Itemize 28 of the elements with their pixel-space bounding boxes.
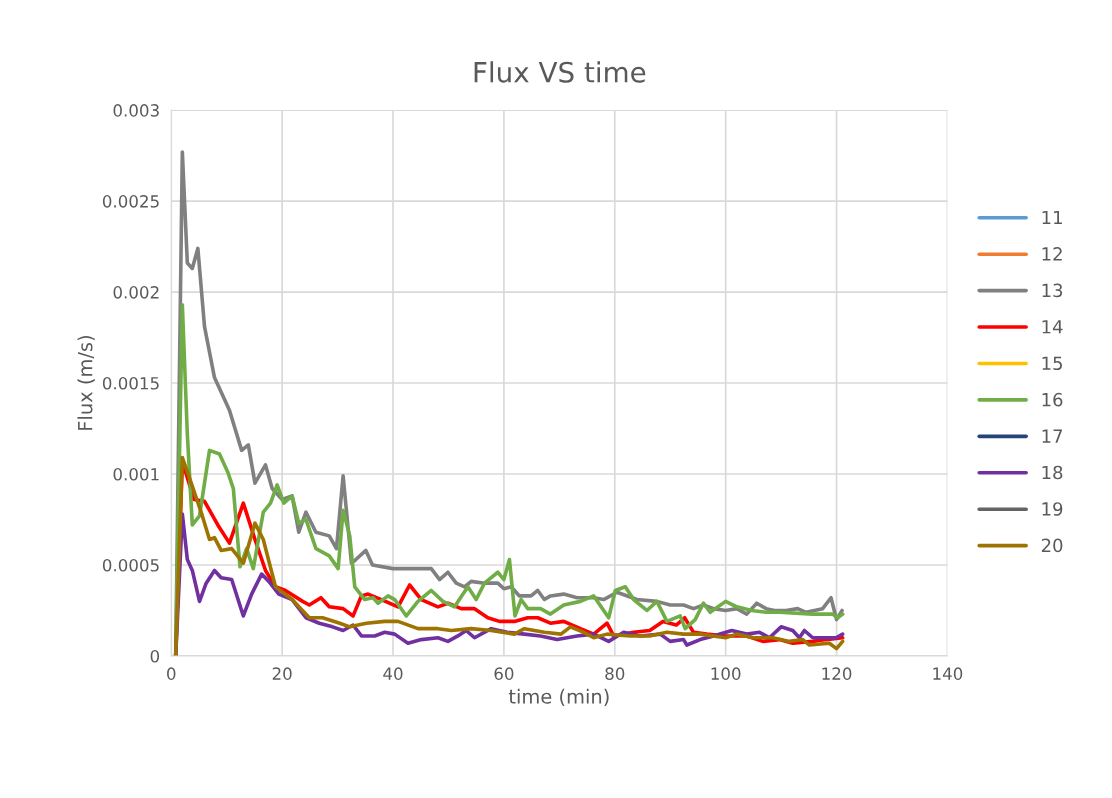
legend-label: 16 — [1042, 392, 1063, 407]
legend-label: 18 — [1042, 465, 1063, 480]
x-tick-label: 20 — [272, 667, 292, 680]
x-tick-label: 120 — [822, 667, 852, 680]
y-tick-label: 0.003 — [113, 104, 159, 117]
legend-label: 20 — [1041, 538, 1063, 553]
legend-label: 11 — [1042, 210, 1062, 225]
legend-label: 19 — [1042, 502, 1063, 516]
legend-label: 15 — [1042, 356, 1062, 371]
y-tick-label: 0.0025 — [102, 195, 159, 208]
chart-title: Flux VS time — [474, 61, 646, 83]
y-tick-label: 0.002 — [113, 286, 159, 299]
y-axis-title: Flux (m/s) — [77, 336, 95, 430]
y-tick-label: 0 — [150, 649, 160, 663]
y-tick-label: 0.001 — [113, 467, 159, 481]
legend-label: 14 — [1042, 320, 1063, 334]
legend-label: 17 — [1042, 429, 1063, 443]
y-tick-label: 0.0015 — [102, 377, 159, 390]
x-tick-label: 0 — [167, 667, 176, 680]
y-tick-label: 0.0005 — [102, 558, 159, 572]
x-tick-label: 80 — [605, 667, 625, 680]
x-axis-title: time (min) — [508, 688, 609, 707]
x-tick-label: 60 — [494, 667, 514, 680]
x-tick-label: 140 — [933, 667, 963, 680]
legend-label: 12 — [1042, 247, 1062, 261]
x-tick-label: 40 — [383, 667, 403, 680]
legend-label: 13 — [1042, 283, 1063, 298]
x-tick-label: 100 — [711, 667, 741, 680]
